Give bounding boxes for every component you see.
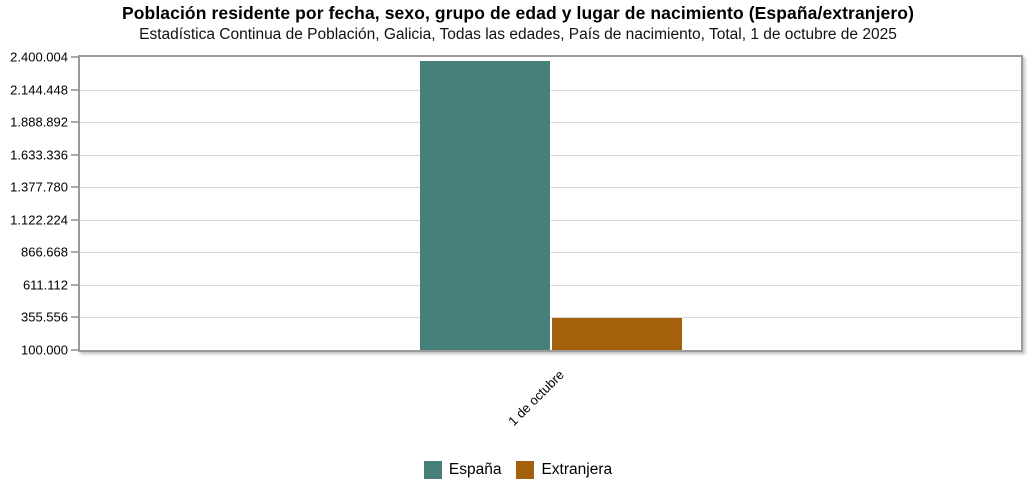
x-category-label: 1 de octubre <box>504 367 567 429</box>
y-axis-tick-mark <box>71 283 78 286</box>
legend-label-extranjera: Extranjera <box>541 461 613 478</box>
y-axis-tick-mark <box>71 251 78 254</box>
gridline <box>80 219 1021 221</box>
legend: España Extranjera <box>0 461 1036 479</box>
gridline <box>80 89 1021 91</box>
y-axis-tick-label: 355.556 <box>21 309 68 325</box>
y-axis-tick-label: 1.122.224 <box>10 212 68 228</box>
bar-extranjera[interactable] <box>551 317 682 350</box>
legend-swatch-extranjera <box>516 461 535 479</box>
y-axis-tick-mark <box>71 218 78 221</box>
chart-title: Población residente por fecha, sexo, gru… <box>121 3 915 23</box>
y-axis-tick-mark <box>71 349 78 351</box>
y-axis-tick-mark <box>71 186 78 189</box>
y-axis-tick-mark <box>71 316 78 319</box>
y-axis-tick-label: 866.668 <box>21 244 68 260</box>
y-axis-tick-label: 2.400.004 <box>10 49 68 65</box>
plot-area <box>78 55 1023 352</box>
legend-swatch-espana <box>423 461 442 479</box>
gridline <box>80 252 1021 254</box>
gridline <box>80 154 1021 156</box>
y-axis-tick-label: 1.888.892 <box>10 114 68 130</box>
legend-item-extranjera[interactable]: Extranjera <box>516 461 612 479</box>
y-axis-tick-label: 1.377.780 <box>10 179 68 195</box>
y-axis-tick-label: 100.000 <box>21 342 68 358</box>
y-axis-tick-mark <box>71 88 78 91</box>
y-axis-tick-label: 611.112 <box>22 277 68 293</box>
gridline <box>80 187 1021 189</box>
bar-espana[interactable] <box>419 61 550 350</box>
y-axis-tick-label: 1.633.336 <box>10 147 68 163</box>
y-axis-tick-mark <box>71 56 78 58</box>
y-axis-tick-mark <box>71 121 78 124</box>
y-axis-tick-label: 2.144.448 <box>10 82 68 98</box>
legend-item-espana[interactable]: España <box>423 461 502 479</box>
gridline <box>80 122 1021 124</box>
y-axis-tick-mark <box>71 153 78 156</box>
chart-subtitle: Estadística Continua de Población, Galic… <box>139 26 897 43</box>
gridline <box>80 317 1021 319</box>
legend-label-espana: España <box>448 461 502 478</box>
gridline <box>80 284 1021 286</box>
